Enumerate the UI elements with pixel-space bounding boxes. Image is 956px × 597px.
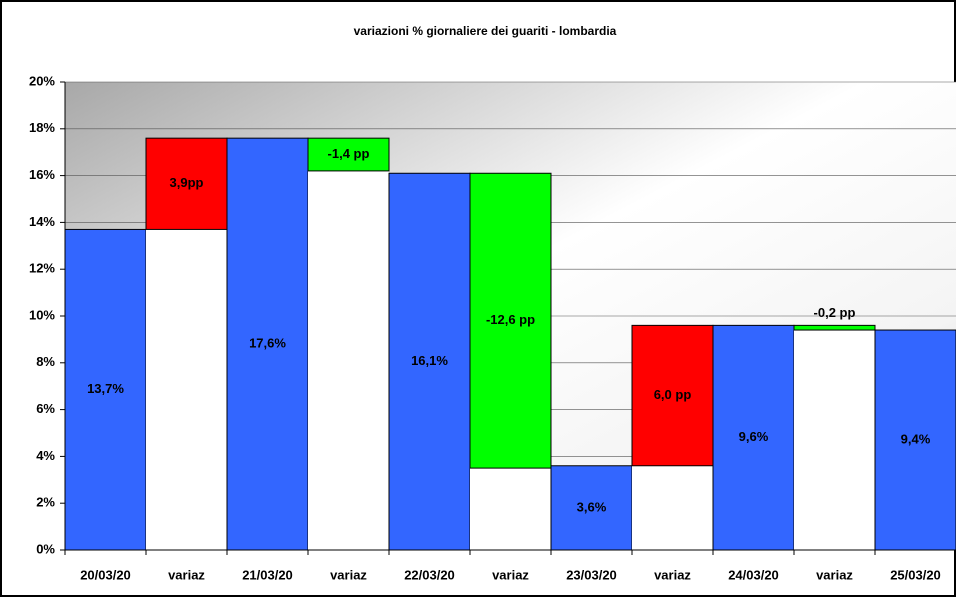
x-tick-label: variaz: [168, 567, 205, 582]
y-tick-label: 0%: [36, 541, 55, 556]
bar: [307, 137, 390, 172]
value-label: 16,1%: [411, 353, 448, 368]
y-tick-label: 2%: [36, 495, 55, 510]
x-tick-label: 25/03/20: [890, 567, 941, 582]
bar: [226, 137, 309, 551]
value-label: 9,4%: [901, 431, 931, 446]
x-tick-label: 21/03/20: [242, 567, 293, 582]
value-label: 3,9pp: [170, 175, 204, 190]
y-tick-label: 8%: [36, 354, 55, 369]
bar: [64, 228, 147, 551]
value-label: 6,0 pp: [654, 387, 692, 402]
value-label: 17,6%: [249, 336, 286, 351]
base-filler: [146, 229, 227, 551]
value-label: 13,7%: [87, 381, 124, 396]
bar: [631, 324, 714, 467]
bar: [550, 465, 633, 551]
y-tick-label: 16%: [29, 167, 55, 182]
x-tick-label: variaz: [330, 567, 367, 582]
x-tick-label: variaz: [816, 567, 853, 582]
x-tick-label: 24/03/20: [728, 567, 779, 582]
base-filler: [470, 468, 551, 550]
y-tick-label: 12%: [29, 261, 55, 276]
x-tick-label: 23/03/20: [566, 567, 617, 582]
x-tick-label: variaz: [654, 567, 691, 582]
value-label: -1,4 pp: [328, 146, 370, 161]
chart-title: variazioni % giornaliere dei guariti - l…: [354, 24, 617, 38]
bar: [793, 324, 876, 331]
x-tick-label: 22/03/20: [404, 567, 455, 582]
y-tick-label: 4%: [36, 448, 55, 463]
y-tick-label: 14%: [29, 214, 55, 229]
bar: [145, 137, 228, 230]
value-label: -12,6 pp: [486, 312, 535, 327]
y-tick-label: 10%: [29, 307, 55, 322]
value-label: 3,6%: [577, 499, 607, 514]
x-tick-label: variaz: [492, 567, 529, 582]
base-filler: [794, 330, 875, 550]
value-label: -0,2 pp: [814, 305, 856, 320]
x-tick-label: 20/03/20: [80, 567, 131, 582]
base-filler: [632, 465, 713, 550]
bar: [469, 172, 552, 469]
value-label: 9,6%: [739, 429, 769, 444]
y-tick-label: 6%: [36, 401, 55, 416]
base-filler: [308, 170, 389, 551]
bar: [874, 329, 956, 551]
y-tick-label: 20%: [29, 73, 55, 88]
y-tick-label: 18%: [29, 120, 55, 135]
bar: [712, 324, 795, 551]
